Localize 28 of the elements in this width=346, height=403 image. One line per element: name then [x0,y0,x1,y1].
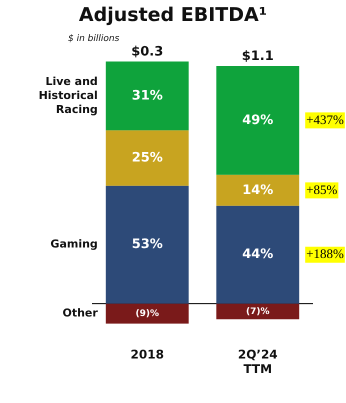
bar [216,206,300,304]
chart-subtitle: $ in billions [68,34,120,44]
data-label: 49% [242,112,274,128]
bar [106,130,189,186]
series-label: Gaming [50,238,98,251]
data-label: 25% [132,150,163,166]
chart-title: Adjusted EBITDA¹ [78,4,268,26]
text: $0.3 [131,44,164,60]
data-label: 31% [132,88,163,104]
bar [216,174,300,206]
data-label: 44% [242,247,274,262]
bar [216,66,300,175]
annotation: +437% [306,112,344,127]
data-label: 14% [242,182,274,198]
data-label: 53% [132,237,163,252]
x-tick-label: 2Q’24 TTM [238,348,278,376]
bar [106,62,189,130]
bar [106,304,189,324]
data-label: (7)% [246,306,270,317]
annotation: +85% [306,182,338,197]
series-label: Other [62,306,98,320]
bar [106,186,189,304]
bar [216,304,300,320]
data-label: (9)% [135,308,160,319]
text: $1.1 [242,48,274,64]
series-label: Live and Historical Racing [38,74,98,116]
x-tick-label: 2018 [130,348,164,362]
annotation: +188% [306,246,344,262]
